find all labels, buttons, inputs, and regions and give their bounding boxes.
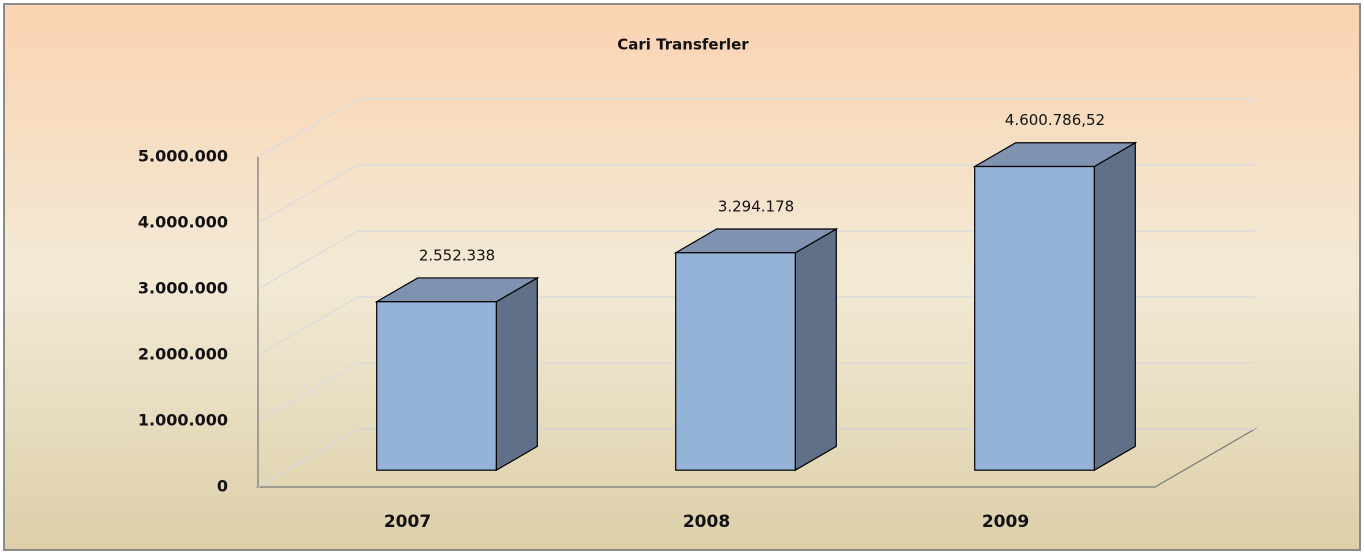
x-tick-label: 2007 [384, 512, 431, 532]
bar-side [794, 227, 837, 472]
bar-side [495, 276, 538, 472]
value-label: 4.600.786,52 [1005, 111, 1105, 129]
bar [974, 165, 1095, 471]
y-tick-label: 0 [217, 477, 228, 496]
grid-line [257, 230, 1255, 290]
y-tick-label: 4.000.000 [138, 213, 228, 232]
grid-line [257, 98, 1255, 158]
value-label: 2.552.338 [419, 246, 495, 264]
x-tick-label: 2009 [982, 512, 1029, 532]
y-tick-label: 3.000.000 [138, 279, 228, 298]
bar [376, 301, 497, 471]
chart-title: Cari Transferler [617, 36, 749, 54]
y-tick-label: 1.000.000 [138, 411, 228, 430]
grid-line [257, 296, 1255, 356]
grid-line [257, 428, 1255, 488]
x-tick-label: 2008 [683, 512, 730, 532]
grid-line [257, 164, 1255, 224]
y-tick-label: 2.000.000 [138, 345, 228, 364]
bar [675, 252, 796, 471]
grid-line [257, 362, 1255, 422]
bar-side [1093, 141, 1136, 472]
value-label: 3.294.178 [718, 197, 794, 215]
y-tick-label: 5.000.000 [138, 147, 228, 166]
